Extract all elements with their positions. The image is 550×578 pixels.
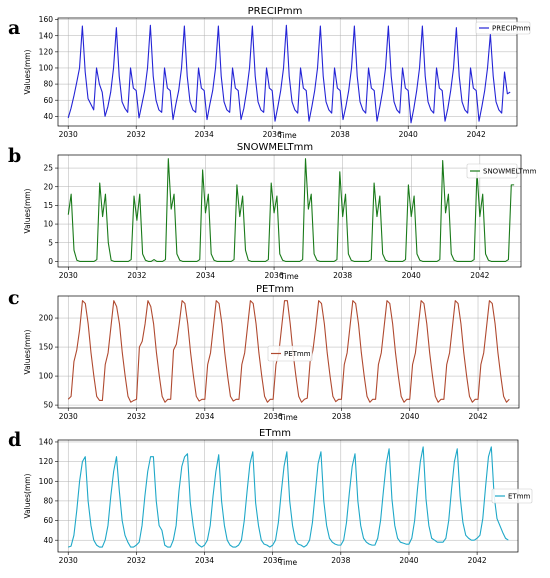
plot-frame [57,295,520,409]
x-tick-label: 2030 [59,271,78,280]
y-tick-label: 60 [43,96,53,105]
x-tick-label: 2038 [333,271,352,280]
y-tick-label: 20 [43,182,53,191]
x-tick-label: 2040 [399,130,418,139]
chart-panel-a: a PRECIPmm 40 60 80 100 120 140 160 2030 2032 2034 2… [8,6,531,140]
y-tick-label: 40 [43,536,53,545]
x-tick-label: 2034 [195,556,214,565]
legend-label: PETmm [284,350,311,358]
x-tick-label: 2040 [402,271,421,280]
legend-label: ETmm [508,493,531,501]
y-tick-label: 100 [39,477,54,486]
x-tick-label: 2034 [195,412,214,421]
chart-panel-d: d ETmm 40 60 80 100 120 140 2030 2032 2034 2036 2038… [8,428,533,567]
series-line [67,24,511,124]
legend-label: PRECIPmm [492,25,531,33]
x-tick-label: 2042 [467,130,486,139]
y-tick-label: 80 [43,497,53,506]
panel-letter: a [8,17,20,39]
x-tick-label: 2040 [400,412,419,421]
y-axis-label: Values(mm) [23,473,32,518]
plot-frame [57,154,522,268]
chart-title: ETmm [259,428,291,439]
plot-frame [57,439,519,553]
legend-box [475,21,531,35]
series-line [68,446,509,548]
y-tick-label: 60 [43,516,53,525]
x-axis-label: Time [279,272,299,281]
y-axis-label: Values(mm) [23,49,32,94]
x-tick-label: 2030 [59,130,78,139]
panel-letter: b [8,145,21,167]
chart-title: SNOWMELTmm [237,142,313,153]
y-tick-label: 120 [39,47,54,56]
x-tick-label: 2042 [468,412,487,421]
x-tick-label: 2038 [331,556,350,565]
x-tick-label: 2032 [127,412,146,421]
y-tick-label: 100 [39,372,54,381]
series-line [67,300,510,403]
y-tick-label: 0 [48,257,53,266]
x-tick-label: 2036 [263,130,282,139]
x-tick-label: 2042 [470,271,489,280]
panel-letter: c [8,287,20,309]
x-tick-label: 2038 [331,130,350,139]
y-tick-label: 140 [39,438,54,447]
series-line [67,158,515,262]
legend-box [466,163,518,179]
x-tick-label: 2032 [127,556,146,565]
y-tick-label: 200 [39,314,54,323]
y-tick-label: 25 [43,164,53,173]
chart-panel-b: b SNOWMELTmm 0 5 10 15 20 25 2030 2032 2034 2036 203… [8,142,537,281]
x-axis-label: Time [278,413,298,422]
x-axis-label: Time [277,131,297,140]
x-tick-label: 2030 [59,556,78,565]
legend-label: SNOWMELTmm [483,168,537,176]
x-tick-label: 2032 [127,130,146,139]
y-tick-label: 80 [43,80,53,89]
y-tick-label: 10 [43,220,53,229]
x-tick-label: 2040 [399,556,418,565]
y-tick-label: 120 [39,457,54,466]
y-tick-label: 50 [43,401,53,410]
y-tick-label: 15 [43,201,53,210]
chart-title: PETmm [256,284,294,295]
legend-box [491,488,533,504]
y-tick-label: 40 [43,112,53,121]
y-tick-label: 140 [39,31,54,40]
panel-letter: d [8,429,21,451]
chart-title: PRECIPmm [248,6,303,17]
legend-box [267,345,313,362]
x-tick-label: 2038 [332,412,351,421]
x-tick-label: 2036 [264,412,283,421]
plot-frame [57,17,518,127]
x-tick-label: 2030 [59,412,78,421]
y-tick-label: 5 [48,238,53,247]
x-tick-label: 2042 [468,556,487,565]
x-tick-label: 2034 [196,271,215,280]
y-tick-label: 100 [39,64,54,73]
x-tick-label: 2036 [263,556,282,565]
x-axis-label: Time [278,558,298,567]
x-tick-label: 2032 [127,271,146,280]
y-axis-label: Values(mm) [23,188,32,233]
x-tick-label: 2034 [195,130,214,139]
x-tick-label: 2036 [265,271,284,280]
y-tick-label: 160 [39,15,54,24]
y-tick-label: 150 [39,343,54,352]
chart-panel-c: c PETmm 50 100 150 200 2030 2032 2034 2036 2038 204… [8,284,520,422]
y-axis-label: Values(mm) [23,329,32,374]
